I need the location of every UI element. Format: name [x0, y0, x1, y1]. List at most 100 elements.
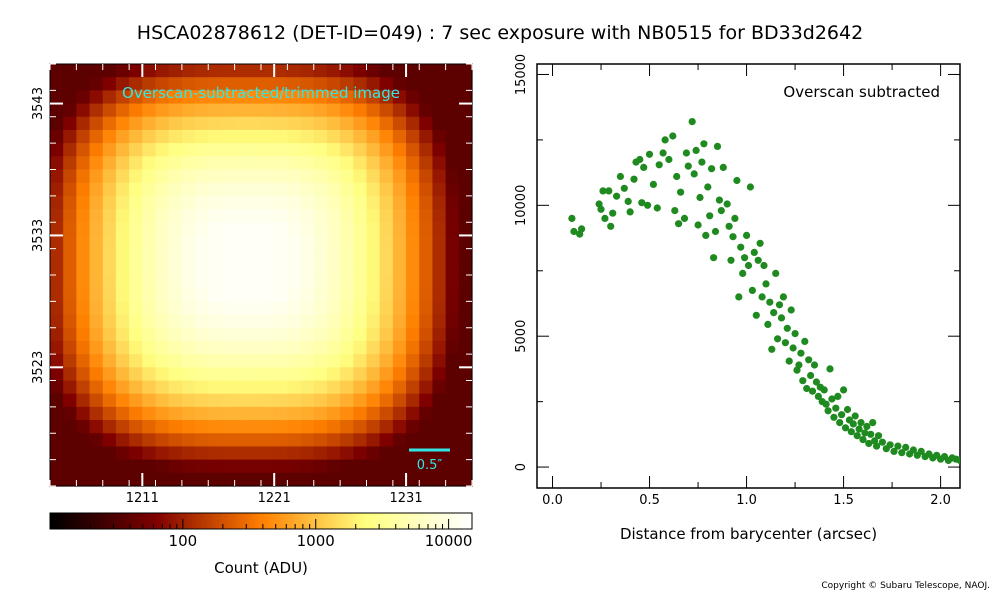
image-pixel: [234, 459, 249, 474]
image-pixel: [129, 275, 143, 289]
x-axis-label: Distance from barycenter (arcsec): [620, 525, 877, 543]
image-pixel: [287, 248, 302, 263]
image-pixel: [300, 340, 315, 355]
image-pixel: [181, 446, 196, 461]
colorbar-swatch: [143, 513, 148, 529]
image-pixel: [115, 275, 130, 289]
image-pixel: [195, 156, 209, 171]
colorbar-swatch: [224, 513, 229, 529]
image-pixel: [287, 275, 302, 289]
image-pixel: [419, 169, 434, 184]
image-pixel: [155, 288, 170, 302]
scatter-point: [719, 163, 727, 171]
image-pixel: [445, 288, 460, 302]
image-pixel: [353, 64, 368, 78]
scatter-point: [917, 447, 925, 455]
image-pixel: [274, 433, 288, 448]
scatter-point: [649, 180, 658, 188]
image-pixel: [247, 156, 262, 171]
scatter-point: [636, 155, 644, 164]
image-pixel: [274, 222, 288, 237]
image-pixel: [261, 116, 275, 131]
scatter-point: [764, 320, 772, 328]
image-pixel: [168, 288, 183, 302]
image-pixel: [313, 380, 328, 395]
scatter-point: [886, 441, 894, 449]
image-pixel: [63, 116, 77, 131]
image-pixel: [234, 380, 249, 395]
image-pixel: [458, 472, 473, 487]
image-pixel: [287, 156, 302, 171]
colorbar-swatch: [155, 513, 160, 529]
image-pixel: [195, 446, 209, 461]
image-pixels: [50, 64, 473, 487]
image-pixel: [195, 288, 209, 302]
colorbar-swatch: [149, 513, 154, 529]
image-pixel: [63, 406, 77, 421]
image-pixel: [89, 459, 104, 474]
image-pixel: [353, 103, 368, 118]
image-pixel: [129, 472, 143, 487]
image-pixel: [208, 288, 223, 302]
image-pixel: [274, 459, 288, 474]
x-tick-label: 0.5: [639, 493, 660, 508]
image-pixel: [300, 446, 315, 461]
image-pixel: [313, 367, 328, 382]
image-pixel: [181, 77, 196, 91]
image-pixel: [274, 195, 288, 210]
image-pixel: [353, 261, 368, 276]
image-pixel: [366, 182, 381, 197]
image-pixel: [181, 459, 196, 474]
colorbar-swatch: [330, 513, 334, 529]
image-pixel: [445, 406, 460, 421]
scatter-point: [805, 356, 813, 364]
colorbar-swatch: [158, 513, 163, 529]
scatter-point: [616, 172, 625, 181]
image-pixel: [89, 327, 104, 342]
image-pixel: [353, 169, 368, 184]
image-pixel: [208, 195, 223, 210]
image-pixel: [63, 340, 77, 355]
colorbar-swatch: [209, 513, 214, 529]
image-pixel: [353, 222, 368, 237]
image-pixel: [406, 380, 420, 395]
image-pixel: [102, 248, 117, 263]
image-pixel: [353, 90, 368, 105]
colorbar-swatch: [113, 513, 117, 529]
image-pixel: [76, 275, 91, 289]
image-pixel: [406, 301, 420, 316]
image-pixel: [50, 156, 64, 171]
scatter-point: [841, 424, 850, 432]
image-pixel: [458, 327, 473, 342]
image-pixel: [300, 472, 315, 487]
image-pixel: [115, 301, 130, 316]
image-pixel: [195, 433, 209, 448]
image-pixel: [419, 222, 434, 237]
image-pixel: [155, 156, 170, 171]
scatter-point: [597, 205, 605, 213]
image-pixel: [326, 340, 341, 355]
image-pixel: [353, 235, 368, 250]
colorbar-swatch: [297, 513, 301, 529]
image-pixel: [168, 77, 183, 91]
scatter-point: [838, 411, 846, 419]
image-pixel: [419, 393, 434, 408]
colorbar-swatch: [137, 513, 142, 529]
image-pixel: [115, 393, 130, 408]
image-pixel: [392, 446, 407, 461]
image-pixel: [419, 248, 434, 263]
image-pixel: [76, 314, 91, 329]
scatter-point: [710, 254, 718, 262]
image-pixel: [419, 129, 434, 144]
image-pixel: [406, 195, 420, 210]
colorbar-swatch: [435, 513, 440, 529]
image-pixel: [326, 420, 341, 434]
scatter-point: [770, 309, 778, 317]
image-pixel: [392, 472, 407, 487]
image-pixel: [221, 406, 236, 421]
colorbar-swatch: [122, 513, 126, 529]
image-pixel: [419, 64, 434, 78]
image-pixel: [419, 275, 434, 289]
scatter-point: [834, 392, 842, 400]
image-pixel: [287, 314, 302, 329]
